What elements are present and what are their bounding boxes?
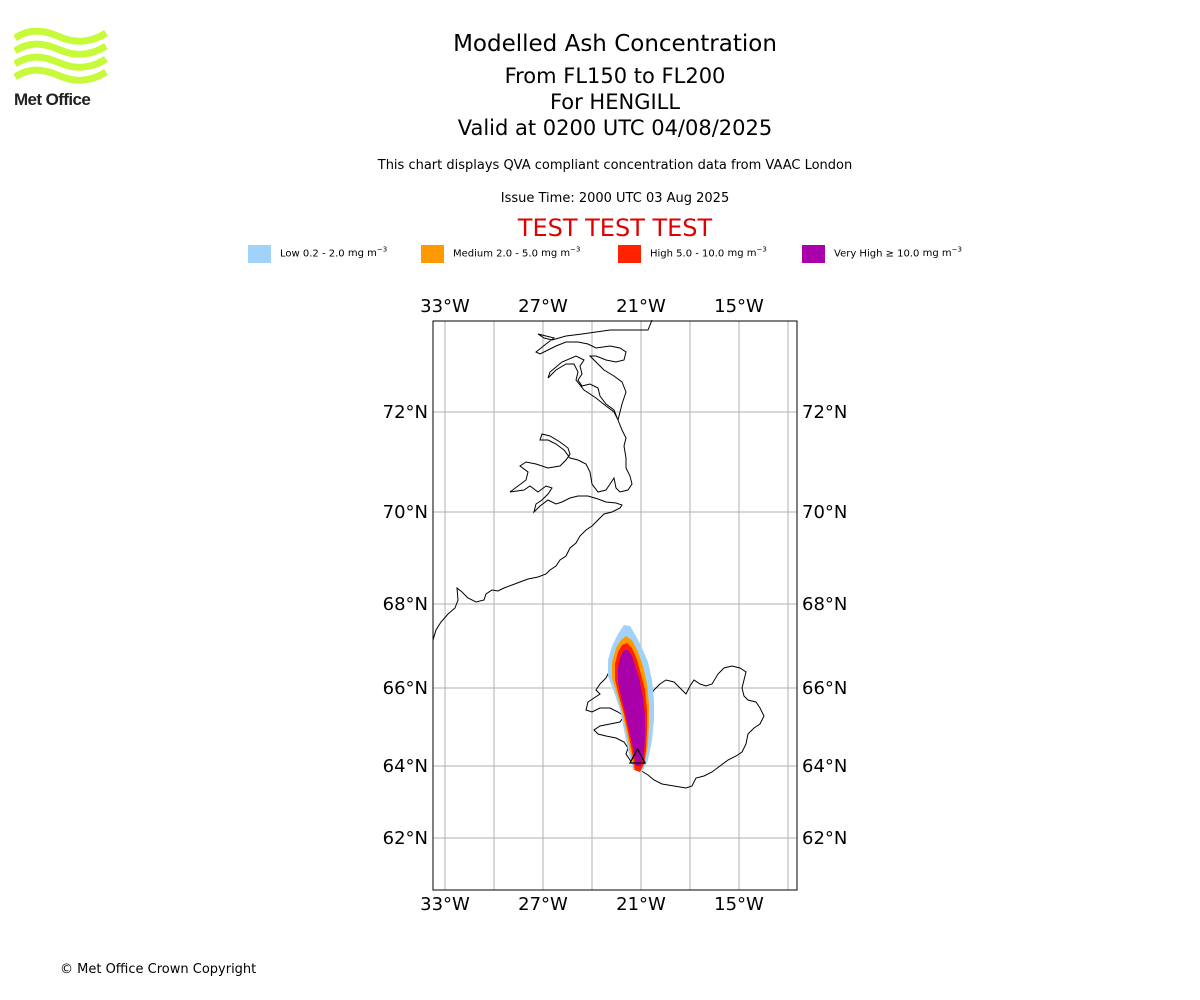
legend-swatch-high (618, 245, 641, 263)
lat-tick-label-left: 62°N (383, 828, 428, 849)
lat-tick-label-right: 62°N (802, 828, 847, 849)
lon-tick-label-bottom: 33°W (420, 894, 470, 915)
lat-tick-label-right: 64°N (802, 756, 847, 777)
legend-label-very-high: Very High ≥ 10.0 (834, 248, 920, 260)
legend-label-medium: Medium 2.0 - 5.0 (453, 248, 538, 260)
lon-tick-label-top: 15°W (714, 296, 764, 317)
lat-tick-label-right: 68°N (802, 594, 847, 615)
lon-tick-label-bottom: 21°W (616, 894, 666, 915)
copyright: © Met Office Crown Copyright (60, 962, 257, 977)
logo-text: Met Office (14, 90, 91, 109)
test-banner: TEST TEST TEST (517, 214, 713, 242)
legend-label-high: High 5.0 - 10.0 (650, 248, 725, 260)
lat-tick-label-left: 66°N (383, 678, 428, 699)
iceland-coastline (585, 665, 765, 789)
legend-swatch-low (248, 245, 271, 263)
lon-tick-label-bottom: 27°W (518, 894, 568, 915)
volcano-marker-icon (628, 747, 647, 764)
lon-tick-label-bottom: 15°W (714, 894, 764, 915)
chart-description: This chart displays QVA compliant concen… (377, 158, 853, 173)
legend-label-low: Low 0.2 - 2.0 (280, 248, 345, 260)
volcano-name: For HENGILL (549, 90, 681, 114)
lon-tick-label-top: 21°W (616, 296, 666, 317)
flight-levels: From FL150 to FL200 (504, 64, 726, 88)
legend-swatch-very-high (802, 245, 825, 263)
lat-tick-label-right: 72°N (802, 402, 847, 423)
lon-tick-label-top: 33°W (420, 296, 470, 317)
map-frame (432, 320, 798, 891)
lat-tick-label-left: 64°N (383, 756, 428, 777)
map-grid (433, 321, 797, 890)
lat-tick-label-right: 70°N (802, 502, 847, 523)
wave-logo-icon (14, 28, 108, 84)
legend-unit: mg m−3 (541, 246, 581, 260)
tick-labels: 33°W 33°W 27°W 27°W 21°W 21°W 15°W 15°W 72°N 72°N… (383, 296, 848, 915)
lat-tick-label-left: 68°N (383, 594, 428, 615)
chart-title: Modelled Ash Concentration (453, 31, 777, 57)
lat-tick-label-right: 66°N (802, 678, 847, 699)
met-office-logo: Met Office (14, 28, 108, 114)
lat-tick-label-left: 72°N (383, 402, 428, 423)
legend-unit: mg m−3 (347, 246, 388, 260)
ash-plume-very-high (618, 650, 645, 766)
legend-swatch-medium (421, 245, 444, 263)
lon-tick-label-top: 27°W (518, 296, 568, 317)
legend: Low 0.2 - 2.0 mg m−3 Medium 2.0 - 5.0 mg… (0, 244, 1200, 264)
valid-time: Valid at 0200 UTC 04/08/2025 (457, 116, 773, 140)
greenland-coastline (432, 319, 653, 641)
lat-tick-label-left: 70°N (383, 502, 428, 523)
issue-time: Issue Time: 2000 UTC 03 Aug 2025 (500, 191, 730, 206)
legend-unit: mg m−3 (922, 246, 962, 260)
legend-unit: mg m−3 (727, 246, 767, 260)
